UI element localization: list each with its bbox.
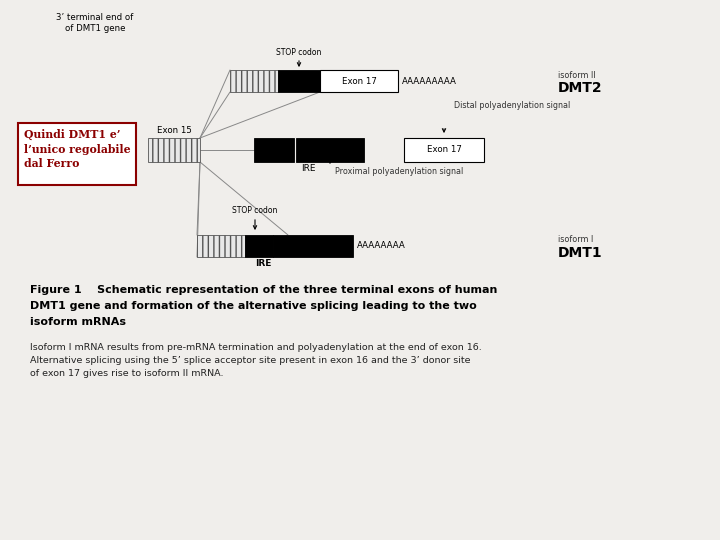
Text: Exon 17: Exon 17 — [426, 145, 462, 154]
Text: AAAAAAAA: AAAAAAAA — [357, 241, 406, 251]
Text: of exon 17 gives rise to isoform II mRNA.: of exon 17 gives rise to isoform II mRNA… — [30, 369, 223, 378]
Bar — [230, 70, 278, 92]
Bar — [273, 235, 353, 257]
Text: isoform II: isoform II — [558, 71, 595, 79]
Text: Proximal polyadenylation signal: Proximal polyadenylation signal — [335, 167, 463, 176]
Bar — [197, 235, 245, 257]
Text: DMT2: DMT2 — [558, 81, 603, 95]
Text: Exon 17: Exon 17 — [341, 77, 377, 85]
Text: Distal polyadenylation signal: Distal polyadenylation signal — [454, 101, 570, 110]
Text: Figure 1    Schematic representation of the three terminal exons of human: Figure 1 Schematic representation of the… — [30, 285, 498, 295]
Bar — [296, 138, 364, 162]
Text: isoform I: isoform I — [558, 235, 593, 245]
Text: IRE: IRE — [255, 259, 271, 268]
Text: 3’ terminal end of
of DMT1 gene: 3’ terminal end of of DMT1 gene — [56, 13, 134, 33]
Text: DMT1: DMT1 — [558, 246, 603, 260]
Bar — [245, 235, 273, 257]
Bar — [278, 70, 320, 92]
Text: isoform mRNAs: isoform mRNAs — [30, 317, 126, 327]
FancyBboxPatch shape — [18, 123, 136, 185]
Text: STOP codon: STOP codon — [233, 206, 278, 215]
Bar — [404, 138, 484, 162]
Text: STOP codon: STOP codon — [276, 48, 322, 57]
Bar — [148, 138, 200, 162]
Text: Exon 15: Exon 15 — [156, 126, 192, 135]
Bar — [254, 138, 294, 162]
Text: AAAAAAAAA: AAAAAAAAA — [402, 77, 457, 85]
Text: Isoform I mRNA results from pre-mRNA termination and polyadenylation at the end : Isoform I mRNA results from pre-mRNA ter… — [30, 343, 482, 352]
Text: DMT1 gene and formation of the alternative splicing leading to the two: DMT1 gene and formation of the alternati… — [30, 301, 477, 311]
Bar — [320, 70, 398, 92]
Text: Alternative splicing using the 5’ splice acceptor site present in exon 16 and th: Alternative splicing using the 5’ splice… — [30, 356, 470, 365]
Text: IRE: IRE — [301, 164, 315, 173]
Text: Quindi DMT1 e’
l’unico regolabile
dal Ferro: Quindi DMT1 e’ l’unico regolabile dal Fe… — [24, 129, 130, 170]
